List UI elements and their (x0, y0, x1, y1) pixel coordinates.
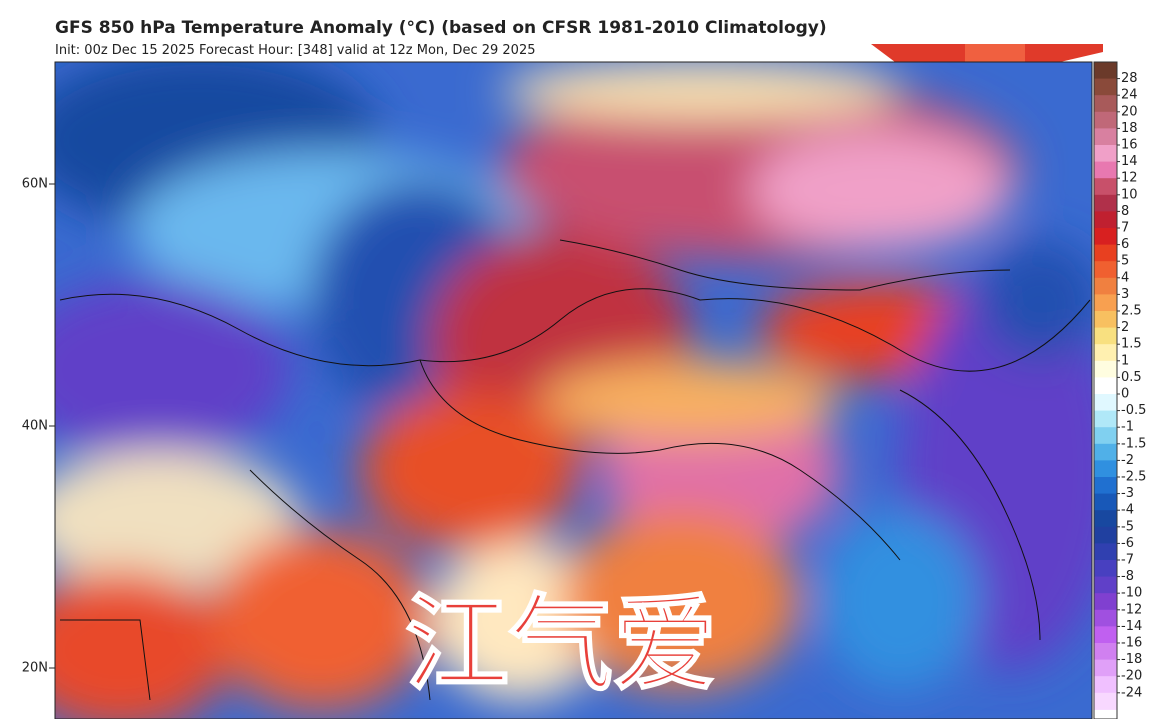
colorbar-swatch (1094, 277, 1117, 295)
colorbar-swatch (1094, 460, 1117, 478)
colorbar-label: -12 (1121, 602, 1142, 617)
colorbar-frame (1093, 61, 1118, 719)
colorbar-swatch (1094, 145, 1117, 163)
colorbar-swatch (1094, 477, 1117, 495)
colorbar-label: 14 (1121, 154, 1138, 169)
colorbar-swatch (1094, 360, 1117, 378)
subtitle: Init: 00z Dec 15 2025 Forecast Hour: [34… (55, 43, 535, 58)
colorbar-label: 0.5 (1121, 370, 1142, 385)
colorbar-label: 0 (1121, 387, 1129, 402)
colorbar-swatch (1094, 510, 1117, 528)
colorbar-swatch (1094, 643, 1117, 661)
colorbar-label: 1.5 (1121, 337, 1142, 352)
banner (871, 44, 1103, 62)
colorbar-swatch (1094, 228, 1117, 246)
colorbar-label: -8 (1121, 569, 1134, 584)
colorbar-swatch (1094, 178, 1117, 196)
lat-label: 40N (22, 419, 48, 434)
colorbar-label: 3 (1121, 287, 1129, 302)
colorbar-swatch (1094, 261, 1117, 279)
colorbar-label: -14 (1121, 619, 1142, 634)
colorbar-label: 8 (1121, 204, 1129, 219)
colorbar-label: -1.5 (1121, 436, 1146, 451)
colorbar-label: -3 (1121, 486, 1134, 501)
colorbar-label: -10 (1121, 586, 1142, 601)
latitude-axis: 60N 40N 20N (22, 177, 55, 676)
colorbar-swatch (1094, 593, 1117, 611)
colorbar-label: 2 (1121, 320, 1129, 335)
colorbar-label: 1 (1121, 353, 1129, 368)
colorbar-label: 12 (1121, 171, 1138, 186)
colorbar-label: 6 (1121, 237, 1129, 252)
colorbar-label: 10 (1121, 187, 1138, 202)
colorbar-swatch (1094, 161, 1117, 179)
colorbar-swatch (1094, 111, 1117, 129)
colorbar-label: -16 (1121, 636, 1142, 651)
colorbar-swatch (1094, 311, 1117, 329)
colorbar-swatch (1094, 394, 1117, 412)
colorbar-label: -2 (1121, 453, 1134, 468)
colorbar-label: 5 (1121, 254, 1129, 269)
colorbar-label: -1 (1121, 420, 1134, 435)
colorbar-swatch (1094, 692, 1117, 710)
anomaly-field (55, 62, 1092, 719)
colorbar-label: 4 (1121, 270, 1129, 285)
lat-label: 60N (22, 177, 48, 192)
colorbar-swatch (1094, 244, 1117, 262)
colorbar-swatch (1094, 128, 1117, 146)
colorbar-label: 18 (1121, 121, 1138, 136)
colorbar-swatch (1094, 676, 1117, 694)
colorbar-swatch (1094, 526, 1117, 544)
colorbar-label: 28 (1121, 71, 1138, 86)
colorbar-label: 16 (1121, 138, 1138, 153)
colorbar-swatch (1094, 609, 1117, 627)
colorbar-swatch (1094, 62, 1117, 80)
colorbar-swatch (1094, 327, 1117, 345)
colorbar-label: -20 (1121, 669, 1142, 684)
colorbar-swatch (1094, 543, 1117, 561)
colorbar-swatch (1094, 443, 1117, 461)
colorbar-label: -18 (1121, 652, 1142, 667)
title: GFS 850 hPa Temperature Anomaly (°C) (ba… (55, 18, 827, 38)
colorbar-swatch (1094, 410, 1117, 428)
colorbar-swatch (1094, 427, 1117, 445)
colorbar-label: 24 (1121, 88, 1138, 103)
colorbar-label: 7 (1121, 221, 1129, 236)
colorbar-swatch (1094, 560, 1117, 578)
lat-label: 20N (22, 661, 48, 676)
colorbar-label: -2.5 (1121, 470, 1146, 485)
colorbar-label: -6 (1121, 536, 1134, 551)
colorbar-swatch (1094, 78, 1117, 96)
colorbar-label: 20 (1121, 104, 1138, 119)
colorbar-swatch (1094, 211, 1117, 229)
colorbar-swatch (1094, 659, 1117, 677)
colorbar-label: -5 (1121, 519, 1134, 534)
colorbar-swatch (1094, 493, 1117, 511)
watermark: 江气爱 (405, 583, 717, 705)
colorbar-label: -24 (1121, 685, 1142, 700)
colorbar-label: 2.5 (1121, 304, 1142, 319)
map-frame (54, 61, 1093, 719)
colorbar-swatch (1094, 294, 1117, 312)
colorbar-swatch (1094, 95, 1117, 113)
colorbar-swatch (1094, 626, 1117, 644)
colorbar-swatch (1094, 377, 1117, 395)
colorbar-label: -0.5 (1121, 403, 1146, 418)
colorbar-label: -4 (1121, 503, 1134, 518)
colorbar-swatch (1094, 344, 1117, 362)
colorbar-swatch (1094, 576, 1117, 594)
colorbar-swatch (1094, 194, 1117, 212)
colorbar-label: -7 (1121, 553, 1134, 568)
